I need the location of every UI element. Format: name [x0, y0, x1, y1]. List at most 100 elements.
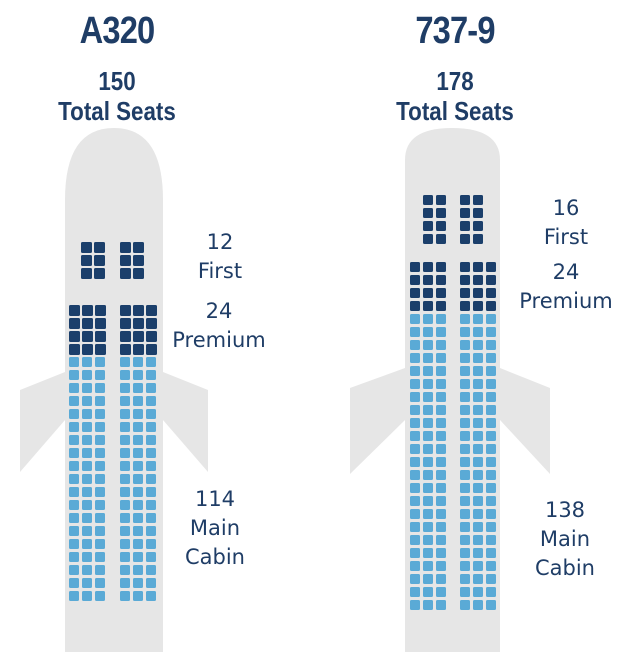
737-9-main-seat	[423, 522, 433, 532]
a320-main-name-2: Cabin	[184, 545, 245, 569]
737-9-main-seat	[410, 366, 420, 376]
a320-main-seat	[133, 435, 143, 445]
737-9-main-seat	[436, 405, 446, 415]
737-9-premium-seat	[436, 262, 446, 272]
a320-main-seat	[69, 396, 79, 406]
a320-main-seat	[82, 552, 92, 562]
737-9-main-seat	[460, 353, 470, 363]
737-9-main-seat	[460, 327, 470, 337]
737-9-main-seat	[410, 405, 420, 415]
737-9-main-seat	[436, 418, 446, 428]
a320-premium-seat	[133, 318, 144, 329]
737-9-main-seat	[486, 470, 496, 480]
737-9-main-seat	[436, 587, 446, 597]
737-9-main-seat	[436, 522, 446, 532]
737-9-main-seat	[423, 600, 433, 610]
a320-main-seat	[95, 552, 105, 562]
a320-main-seat	[95, 539, 105, 549]
737-9-main-seat	[423, 353, 433, 363]
737-9-main-seat	[460, 314, 470, 324]
a320-premium-seat	[69, 331, 80, 342]
737-9-first-label: 16 First	[516, 194, 616, 252]
737-9-first-seat	[423, 208, 433, 218]
737-9-main-seat	[436, 314, 446, 324]
a320-first-seat	[120, 255, 131, 266]
737-9-main-seat	[423, 366, 433, 376]
737-9-main-seat	[486, 457, 496, 467]
737-9-main-seat	[436, 535, 446, 545]
737-9-main-seat	[473, 457, 483, 467]
a320-main-seat	[120, 396, 130, 406]
737-9-premium-seat	[486, 262, 496, 272]
a320-main-seat	[120, 357, 130, 367]
737-9-premium-seat	[473, 288, 483, 298]
737-9-main-seat	[473, 405, 483, 415]
737-9-main-seat	[423, 444, 433, 454]
737-9-main-label: 138 Main Cabin	[515, 496, 615, 583]
a320-main-seat	[120, 461, 130, 471]
a320-main-seat	[69, 513, 79, 523]
a320-premium-seat	[120, 318, 131, 329]
a320-main-seat	[146, 526, 156, 536]
a320-main-seat	[133, 500, 143, 510]
737-9-main-seat	[423, 431, 433, 441]
737-9-main-seat	[473, 327, 483, 337]
a320-premium-count: 24	[205, 299, 233, 323]
a320-main-seat	[146, 578, 156, 588]
a320-premium-seat	[120, 344, 131, 355]
737-9-main-seat	[473, 561, 483, 571]
737-9-premium-seat	[460, 262, 470, 272]
a320-main-seat	[69, 539, 79, 549]
a320-main-seat	[120, 513, 130, 523]
a320-main-seat	[95, 396, 105, 406]
737-9-main-seat	[473, 522, 483, 532]
737-9-premium-seat	[473, 301, 483, 311]
a320-main-seat	[146, 513, 156, 523]
737-9-first-seat	[423, 195, 433, 205]
737-9-main-seat	[473, 483, 483, 493]
737-9-main-seat	[486, 522, 496, 532]
a320-first-seat	[94, 268, 105, 279]
737-9-first-seat	[423, 234, 433, 244]
737-9-first-seat	[423, 221, 433, 231]
737-9-first-seat	[473, 221, 483, 231]
737-9-main-seat	[473, 379, 483, 389]
a320-main-seat	[82, 370, 92, 380]
a320-first-seat	[94, 255, 105, 266]
a320-premium-seat	[133, 305, 144, 316]
737-9-main-seat	[423, 327, 433, 337]
a320-main-seat	[82, 409, 92, 419]
a320-first-seat	[94, 242, 105, 253]
a320-main-seat	[69, 487, 79, 497]
737-9-main-seat	[436, 379, 446, 389]
737-9-main-seat	[460, 561, 470, 571]
737-9-premium-name: Premium	[519, 289, 613, 313]
737-9-main-seat	[410, 483, 420, 493]
737-9-premium-seat	[460, 301, 470, 311]
a320-main-seat	[82, 474, 92, 484]
a320-main-seat	[120, 409, 130, 419]
a320-main-seat	[133, 591, 143, 601]
737-9-main-seat	[423, 470, 433, 480]
a320-premium-seat	[82, 331, 93, 342]
a320-main-seat	[82, 578, 92, 588]
737-9-main-seat	[436, 483, 446, 493]
a320-premium-seat	[82, 344, 93, 355]
a320-main-seat	[82, 383, 92, 393]
737-9-main-seat	[486, 366, 496, 376]
737-9-main-seat	[410, 353, 420, 363]
737-9-main-seat	[423, 587, 433, 597]
a320-main-seat	[120, 552, 130, 562]
a320-main-seat	[146, 383, 156, 393]
737-9-right-wing	[500, 368, 550, 474]
737-9-total: 178 Total Seats	[369, 66, 541, 126]
a320-main-seat	[95, 422, 105, 432]
737-9-premium-seat	[486, 288, 496, 298]
a320-premium-seat	[146, 318, 157, 329]
a320-main-seat	[146, 591, 156, 601]
737-9-premium-seat	[410, 288, 420, 298]
a320-main-seat	[95, 357, 105, 367]
a320-main-seat	[95, 435, 105, 445]
a320-premium-seat	[120, 305, 131, 316]
